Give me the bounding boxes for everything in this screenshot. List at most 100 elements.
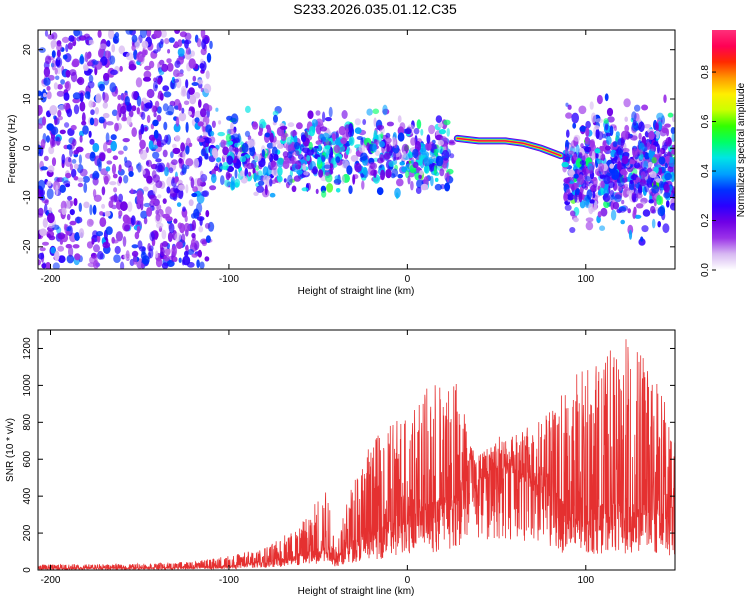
spectrogram-cell bbox=[50, 40, 58, 48]
spectrogram-cell bbox=[118, 164, 122, 172]
spectrogram-cell bbox=[44, 199, 49, 206]
spectrogram-cell bbox=[109, 181, 117, 186]
spectrogram-cell bbox=[55, 184, 59, 196]
spectrogram-cell bbox=[120, 105, 127, 115]
spectrogram-cell bbox=[46, 180, 52, 187]
spectrogram-cell bbox=[155, 162, 163, 173]
spectrogram-cell bbox=[135, 52, 144, 63]
spectrogram-cell bbox=[78, 30, 83, 37]
spectrogram-cell bbox=[666, 200, 670, 208]
spectrogram-cell bbox=[193, 158, 200, 169]
spectrogram-cell bbox=[121, 116, 128, 122]
spectrogram-cell bbox=[120, 201, 128, 212]
spectrogram-y-tick-label: 20 bbox=[22, 44, 33, 56]
spectrogram-cell bbox=[283, 178, 287, 183]
spectrogram-cell bbox=[437, 139, 444, 146]
spectrogram-cell bbox=[632, 148, 639, 158]
spectrogram-cell bbox=[306, 154, 311, 162]
spectrogram-cell bbox=[363, 167, 368, 176]
spectrogram-cell bbox=[143, 202, 151, 208]
spectrogram-cell bbox=[168, 167, 174, 174]
spectrogram-cell bbox=[169, 100, 176, 107]
spectrogram-cell bbox=[48, 223, 55, 229]
spectrogram-cell bbox=[94, 172, 100, 179]
spectrogram-cell bbox=[53, 115, 57, 120]
spectrogram-cell bbox=[105, 166, 111, 172]
spectrogram-cell bbox=[160, 247, 165, 257]
spectrogram-cell bbox=[276, 157, 285, 168]
spectrogram-cell bbox=[70, 142, 75, 150]
spectrogram-cell bbox=[148, 60, 155, 69]
spectrogram-cell bbox=[78, 228, 85, 239]
spectrogram-cell bbox=[591, 151, 596, 161]
spectrogram-cell bbox=[185, 79, 189, 89]
spectrogram-y-label: Frequency (Hz) bbox=[7, 115, 18, 184]
spectrogram-cell bbox=[407, 175, 411, 185]
spectrogram-cell bbox=[42, 241, 49, 246]
spectrogram-cell bbox=[79, 55, 85, 65]
spectrogram-cell bbox=[185, 145, 190, 155]
spectrogram-cell bbox=[185, 158, 194, 167]
spectrogram-cell bbox=[38, 105, 43, 116]
spectrogram-cell bbox=[87, 262, 96, 268]
spectrogram-cell bbox=[575, 188, 580, 196]
spectrogram-cell bbox=[94, 107, 99, 115]
spectrogram-cell bbox=[41, 116, 47, 126]
spectrogram-cell bbox=[658, 156, 666, 165]
spectrogram-cell bbox=[632, 119, 637, 126]
spectrogram-cell bbox=[636, 192, 643, 199]
spectrogram-cell bbox=[252, 121, 259, 130]
spectrogram-cell bbox=[448, 139, 455, 144]
spectrogram-cell bbox=[234, 142, 240, 148]
spectrogram-cell bbox=[126, 103, 133, 112]
spectrogram-cell bbox=[386, 143, 390, 153]
spectrogram-cell bbox=[62, 54, 68, 60]
spectrogram-cell bbox=[567, 169, 575, 175]
spectrogram-cell bbox=[86, 241, 94, 249]
spectrogram-cell bbox=[141, 40, 149, 49]
spectrogram-x-tick-label: -200 bbox=[40, 274, 60, 285]
spectrogram-cell bbox=[131, 34, 138, 43]
spectrogram-cell bbox=[579, 200, 586, 209]
spectrogram-cell bbox=[118, 193, 123, 203]
spectrogram-cell bbox=[246, 139, 255, 148]
spectrogram-cell bbox=[42, 262, 47, 269]
spectrogram-cell bbox=[577, 174, 585, 186]
spectrogram-cell bbox=[38, 259, 41, 266]
snr-y-tick-label: 1000 bbox=[22, 374, 33, 397]
spectrogram-cell bbox=[82, 175, 91, 183]
spectrogram-cell bbox=[385, 132, 391, 139]
spectrogram-cell bbox=[51, 59, 57, 71]
spectrogram-cell bbox=[196, 177, 202, 187]
spectrogram-cell bbox=[419, 170, 424, 176]
spectrogram-cell bbox=[385, 168, 392, 179]
spectrogram-cell bbox=[392, 136, 397, 147]
spectrogram-cell bbox=[325, 172, 330, 176]
spectrogram-cell bbox=[112, 173, 118, 179]
spectrogram-cell bbox=[196, 202, 203, 214]
spectrogram-y-tick-label: 10 bbox=[22, 93, 33, 105]
spectrogram-cell bbox=[194, 117, 200, 123]
spectrogram-cell bbox=[209, 40, 213, 50]
spectrogram-cell bbox=[579, 125, 588, 132]
spectrogram-y-tick-label: -10 bbox=[22, 190, 33, 205]
spectrogram-cell bbox=[186, 89, 191, 100]
spectrogram-cell bbox=[657, 167, 663, 176]
snr-y-label: SNR (10 * v/v) bbox=[5, 418, 16, 482]
spectrogram-cell bbox=[196, 259, 200, 269]
spectrogram-cell bbox=[117, 94, 122, 101]
spectrogram-cell bbox=[89, 117, 95, 126]
spectrogram-cell bbox=[61, 36, 70, 44]
spectrogram-cell bbox=[420, 128, 424, 136]
spectrogram-cell bbox=[341, 159, 349, 169]
spectrogram-cell bbox=[580, 143, 584, 149]
spectrogram-cell bbox=[585, 120, 591, 129]
spectrogram-cell bbox=[66, 213, 71, 221]
spectrogram-cell bbox=[572, 153, 577, 159]
spectrogram-cell bbox=[203, 83, 212, 94]
spectrogram-cell bbox=[646, 178, 652, 184]
spectrogram-cell bbox=[415, 186, 422, 194]
spectrogram-cell bbox=[382, 104, 388, 116]
spectrogram-cell bbox=[641, 225, 649, 233]
spectrogram-cell bbox=[182, 255, 191, 266]
